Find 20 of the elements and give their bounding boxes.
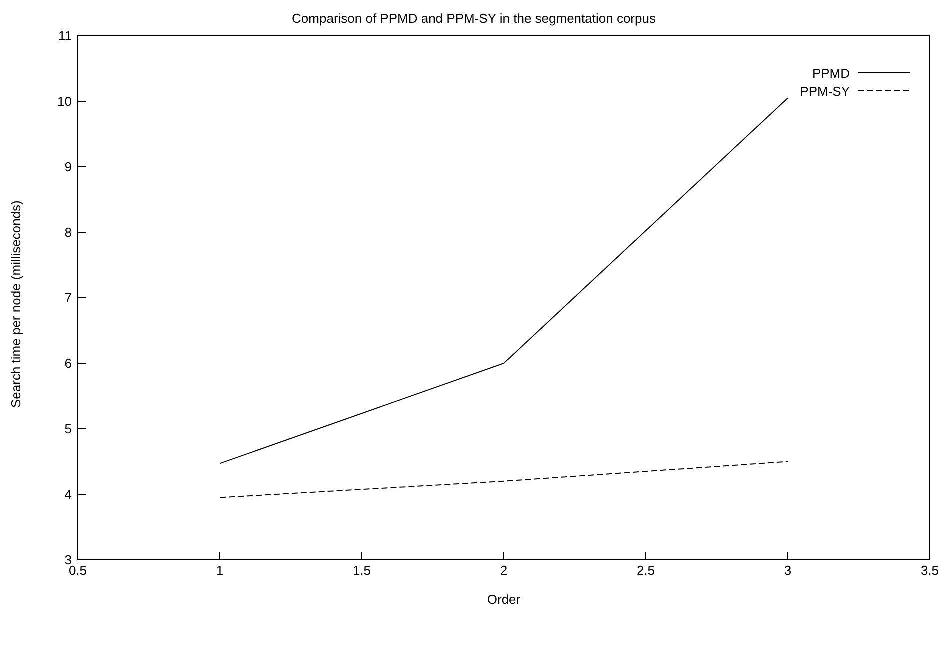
y-tick-label: 11: [58, 28, 72, 44]
x-tick-label: 1: [216, 563, 224, 578]
x-tick-label: 2.5: [636, 563, 656, 578]
y-tick-label: 7: [64, 290, 72, 306]
legend-label: PPM-SY: [800, 84, 850, 98]
y-tick-label: 5: [64, 422, 72, 437]
y-tick-label: 10: [58, 94, 72, 110]
y-tick-label: 4: [64, 487, 72, 502]
y-tick-label: 9: [64, 160, 72, 175]
x-tick-label: 2: [500, 563, 508, 578]
x-tick-label: 1.5: [352, 563, 372, 578]
x-tick-label: 3: [784, 563, 792, 578]
legend-label: PPMD: [812, 66, 850, 80]
y-tick-label: 6: [64, 356, 72, 372]
chart-title: Comparison of PPMD and PPM-SY in the segmentation corpus: [291, 10, 657, 28]
y-axis-title: Search time per node (milliseconds): [8, 200, 24, 408]
y-tick-label: 8: [64, 225, 72, 240]
x-tick-label: 0.5: [68, 563, 88, 578]
x-axis-title: Order: [487, 592, 522, 607]
x-tick-label: 3.5: [920, 563, 940, 578]
